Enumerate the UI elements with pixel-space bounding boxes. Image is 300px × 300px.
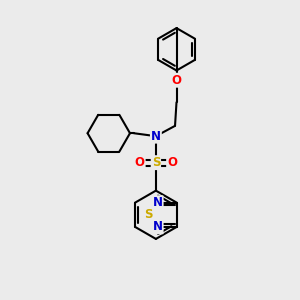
Text: O: O (172, 74, 182, 87)
Text: S: S (152, 156, 160, 169)
Text: N: N (153, 220, 163, 233)
Text: N: N (151, 130, 161, 143)
Text: N: N (153, 196, 163, 209)
Text: O: O (167, 156, 177, 169)
Text: S: S (145, 208, 153, 221)
Text: O: O (135, 156, 145, 169)
